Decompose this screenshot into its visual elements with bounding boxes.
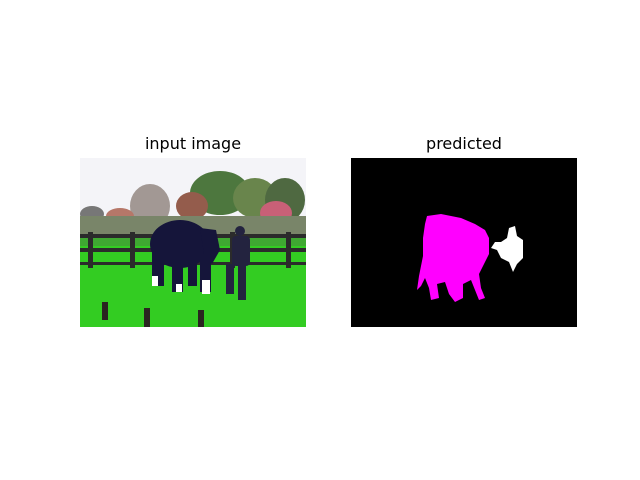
predicted-title: predicted <box>426 134 502 153</box>
predicted-mask <box>351 158 577 327</box>
horse <box>150 220 220 292</box>
input-image <box>80 158 306 327</box>
person-mask <box>491 226 523 272</box>
input-image-title: input image <box>144 134 242 153</box>
horse-mask <box>417 214 489 302</box>
person <box>226 226 250 300</box>
